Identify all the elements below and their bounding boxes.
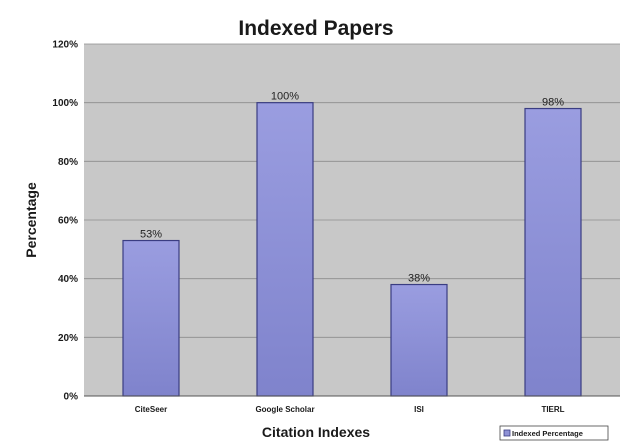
chart-title: Indexed Papers — [238, 17, 393, 40]
x-axis-ticks: CiteSeer Google Scholar ISI TIERL — [135, 405, 565, 414]
data-labels: 53% 100% 38% 98% — [140, 91, 564, 285]
y-tick-label: 100% — [52, 98, 78, 109]
x-axis-title: Citation Indexes — [262, 424, 370, 440]
data-label: 53% — [140, 229, 162, 241]
bar-tierl — [524, 107, 582, 397]
legend-swatch — [503, 429, 511, 437]
y-tick-label: 120% — [52, 40, 78, 51]
x-tick-label: Google Scholar — [255, 405, 314, 414]
x-tick-label: ISI — [414, 405, 424, 414]
bars — [122, 102, 582, 397]
data-label: 100% — [271, 91, 299, 103]
legend: Indexed Percentage — [499, 425, 609, 441]
legend-label: Indexed Percentage — [512, 429, 583, 438]
x-tick-label: CiteSeer — [135, 405, 167, 414]
data-label: 38% — [408, 273, 430, 285]
y-tick-label: 40% — [58, 274, 78, 285]
y-tick-label: 80% — [58, 157, 78, 168]
bar-isi — [390, 283, 448, 397]
y-axis-title: Percentage — [23, 182, 39, 258]
y-tick-label: 0% — [64, 392, 79, 403]
y-axis-ticks: 0% 20% 40% 60% 80% 100% 120% — [52, 40, 78, 403]
legend-box — [499, 425, 609, 441]
y-tick-label: 60% — [58, 216, 78, 227]
y-tick-label: 20% — [58, 333, 78, 344]
x-tick-label: TIERL — [541, 405, 564, 414]
bar-citeseer — [122, 239, 180, 397]
data-label: 98% — [542, 97, 564, 109]
bar-google-scholar — [256, 102, 314, 397]
